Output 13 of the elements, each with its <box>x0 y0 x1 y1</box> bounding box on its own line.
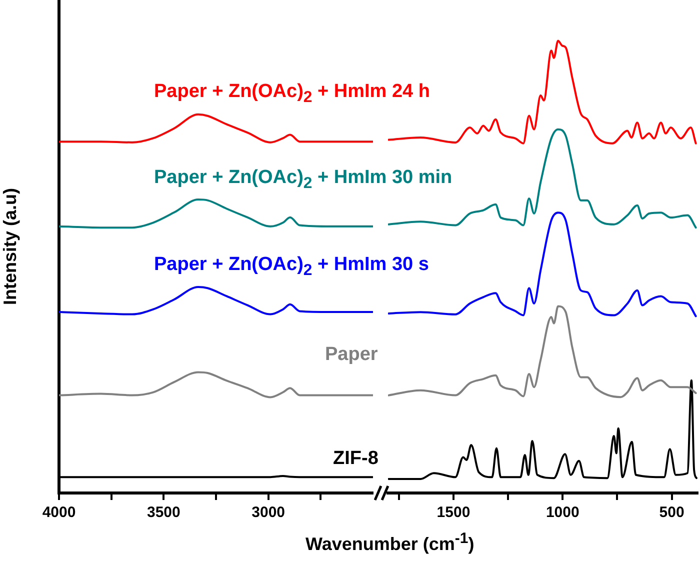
x-tick-label: 4000 <box>42 504 76 522</box>
series-label: Paper + Zn(OAc)$_{2}$ + HmIm 30 min <box>154 166 452 192</box>
x-tick-label: 500 <box>659 504 684 522</box>
series-label: Paper + Zn(OAc)$_{2}$ + HmIm 30 s <box>154 254 429 279</box>
series-label: Paper <box>325 344 378 366</box>
x-tick-label: 1500 <box>436 504 470 522</box>
x-tick-label: 3500 <box>146 504 180 522</box>
x-tick-label: 3000 <box>252 504 286 522</box>
series-label: ZIF-8 <box>333 448 378 469</box>
series-label: Paper + Zn(OAc)$_{2}$ + HmIm 24 h <box>154 81 430 106</box>
x-axis-title: Wavenumber (cm$^{-1}$) <box>306 530 474 555</box>
y-axis-title: Intensity (a.u) <box>0 188 20 306</box>
x-tick-label: 1000 <box>546 504 580 522</box>
